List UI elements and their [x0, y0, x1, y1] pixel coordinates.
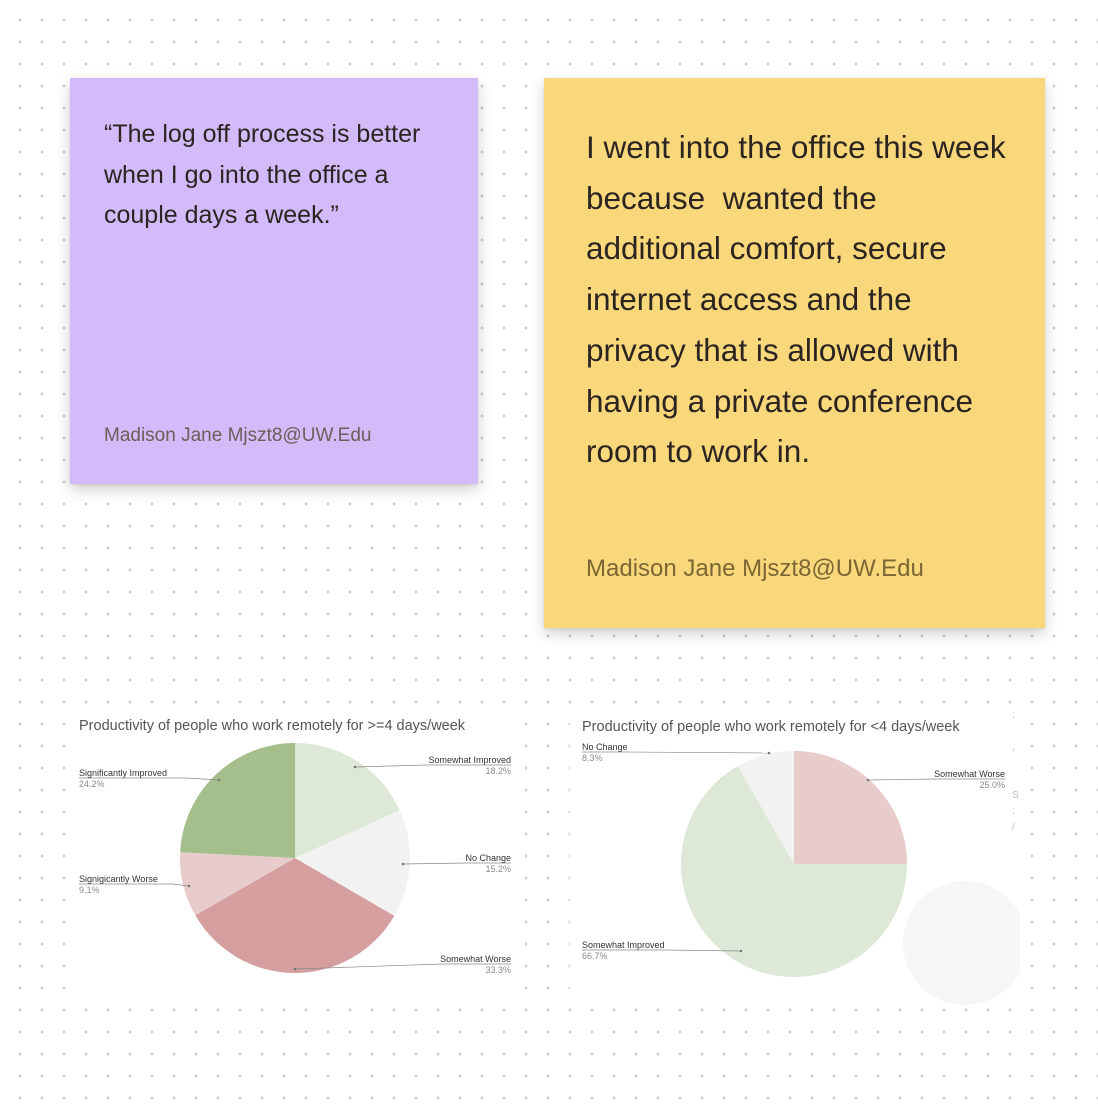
slice-name: Somewhat Improved [428, 755, 511, 765]
slice-name: Somewhat Improved [582, 940, 665, 950]
label-leader-line [402, 862, 467, 865]
label-leader-line [172, 883, 190, 887]
pie-chart-svg: Productivity of people who work remotely… [582, 719, 1020, 1005]
label-leader-line [294, 963, 443, 970]
pie-slice-signigicantly-worse[interactable] [180, 852, 295, 916]
note-text: I went into the office this week because… [586, 129, 1015, 470]
slice-name: Signigicantly Worse [79, 874, 158, 884]
note-author: Madison Jane Mjszt8@UW.Edu [586, 555, 924, 582]
pie-slice-somewhat-worse[interactable] [195, 858, 395, 973]
slice-name: No Change [465, 853, 511, 863]
shadow-blob [903, 881, 1020, 1005]
slice-value: 8.3% [582, 753, 603, 763]
pie-slice-no-change[interactable] [295, 810, 410, 916]
note-text: “The log off process is better when I go… [104, 120, 428, 229]
label-anchor-dot [217, 778, 221, 782]
sticky-note-yellow[interactable]: I went into the office this week because… [544, 78, 1045, 628]
label-anchor-dot [187, 884, 191, 888]
slice-value: 33.3% [485, 965, 511, 975]
slice-value: 66.7% [582, 951, 608, 961]
slice-name: Somewhat Worse [934, 769, 1005, 779]
chart-title: Productivity of people who work remotely… [582, 719, 960, 735]
pie-slice-no-change[interactable] [737, 751, 794, 864]
label-leader-line [354, 764, 428, 768]
slice-value: 25.0% [979, 780, 1005, 790]
label-anchor-dot [739, 949, 743, 953]
slice-value: 24.2% [79, 779, 105, 789]
label-leader-line [626, 751, 770, 754]
label-leader-line [665, 949, 742, 952]
label-anchor-dot [866, 778, 870, 782]
pie-chart-remote-4plus[interactable]: Productivity of people who work remotely… [70, 706, 525, 992]
label-anchor-dot [293, 967, 297, 971]
label-leader-line [867, 778, 937, 781]
slice-name: Significantly Improved [79, 768, 167, 778]
pie-chart-svg: Productivity of people who work remotely… [79, 718, 511, 975]
slice-name: Somewhat Worse [440, 954, 511, 964]
slice-name: No Change [582, 742, 628, 752]
pie-slice-significantly-improved[interactable] [180, 743, 295, 858]
label-anchor-dot [353, 765, 357, 769]
label-anchor-dot [401, 862, 405, 866]
cropped-edge-text: : , S: / [1012, 710, 1019, 833]
slice-value: 15.2% [485, 864, 511, 874]
pie-slice-somewhat-improved[interactable] [681, 766, 907, 978]
label-anchor-dot [767, 751, 771, 755]
slice-value: 9.1% [79, 885, 100, 895]
pie-slice-somewhat-worse[interactable] [794, 751, 907, 864]
pie-slice-somewhat-improved[interactable] [295, 743, 400, 858]
chart-title: Productivity of people who work remotely… [79, 718, 466, 734]
sticky-note-purple[interactable]: “The log off process is better when I go… [70, 78, 478, 484]
label-leader-line [186, 777, 220, 781]
pie-chart-remote-under4[interactable]: Productivity of people who work remotely… [570, 708, 1020, 1006]
slice-value: 18.2% [485, 766, 511, 776]
note-author: Madison Jane Mjszt8@UW.Edu [104, 425, 372, 446]
